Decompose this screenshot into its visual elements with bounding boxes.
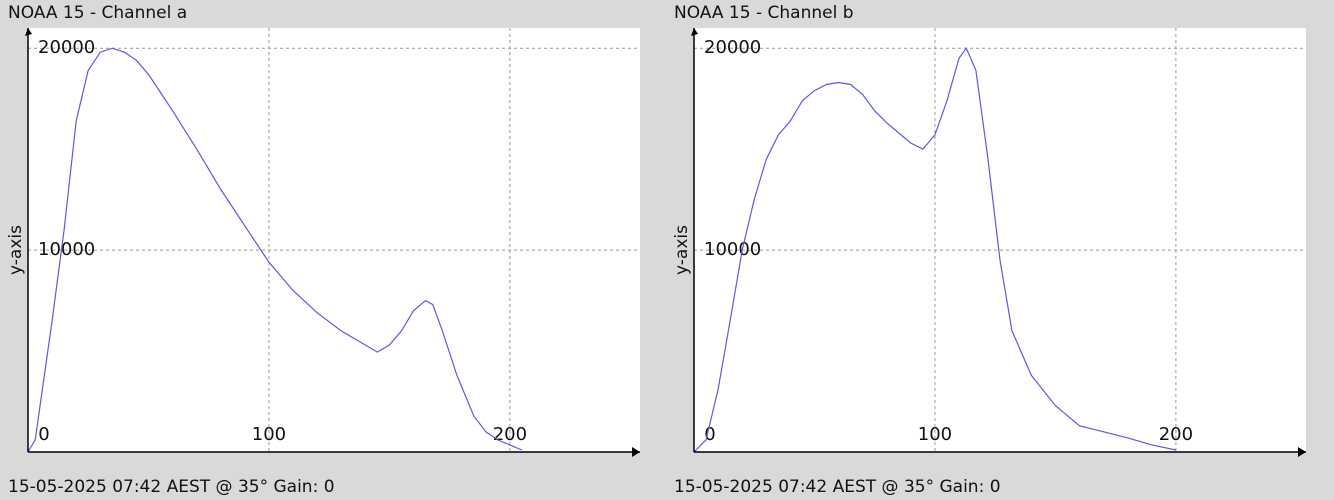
y-tick-label: 10000 [704, 239, 761, 260]
x-tick-label: 100 [252, 424, 286, 445]
x-tick-label: 200 [1159, 424, 1193, 445]
y-tick-label: 20000 [704, 37, 761, 58]
x-tick-label: 0 [38, 424, 49, 445]
x-tick-label: 200 [493, 424, 527, 445]
y-axis-arrow [691, 28, 698, 36]
x-tick-label: 100 [918, 424, 952, 445]
chart-title: NOAA 15 - Channel a [8, 3, 187, 23]
chart-title: NOAA 15 - Channel b [674, 3, 854, 23]
x-axis-arrow [632, 447, 640, 457]
data-line [693, 46, 1177, 453]
y-axis-arrow [25, 28, 32, 36]
x-tick-label: 0 [704, 424, 715, 445]
y-tick-label: 20000 [38, 37, 95, 58]
data-line [27, 47, 523, 453]
plot-area [694, 28, 1306, 452]
plot-area [28, 28, 640, 452]
caption: 15-05-2025 07:42 AEST @ 35° Gain: 0 [8, 477, 335, 497]
caption: 15-05-2025 07:42 AEST @ 35° Gain: 0 [674, 477, 1001, 497]
x-axis-arrow [1298, 447, 1306, 457]
y-tick-label: 10000 [38, 239, 95, 260]
y-axis-label: y-axis [672, 225, 692, 275]
y-axis-label: y-axis [6, 225, 26, 275]
